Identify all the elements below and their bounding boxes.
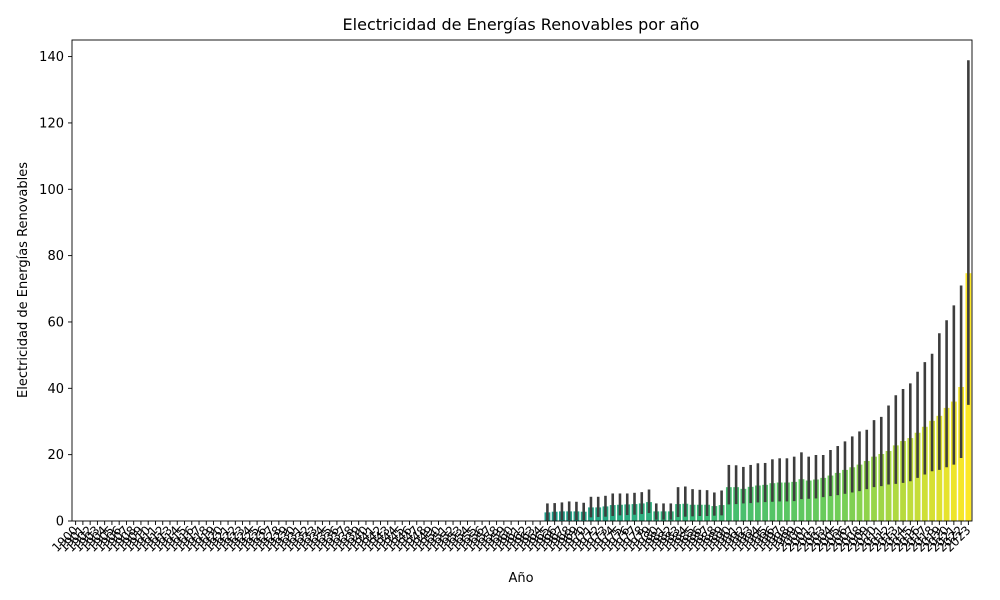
bar-2007 — [849, 467, 856, 521]
bar-2012 — [885, 451, 892, 521]
bar-2010 — [871, 456, 877, 521]
bar-1997 — [776, 482, 783, 521]
bar-2004 — [827, 475, 834, 521]
chart-title: Electricidad de Energías Renovables por … — [343, 15, 700, 34]
y-axis-label: Electricidad de Energías Renovables — [16, 162, 31, 398]
y-tick-label: 20 — [47, 448, 64, 463]
y-tick-label: 0 — [56, 515, 64, 530]
bar-2002 — [813, 479, 819, 521]
bar-2000 — [798, 479, 805, 521]
bar-2001 — [805, 480, 812, 521]
y-tick-label: 80 — [47, 249, 64, 264]
bar-1998 — [784, 482, 790, 521]
y-tick-label: 120 — [39, 116, 64, 131]
y-tick-label: 40 — [47, 382, 64, 397]
bar-2003 — [820, 477, 827, 521]
bar-2011 — [878, 453, 885, 521]
bar-2006 — [842, 469, 848, 521]
bar-1993 — [747, 486, 754, 521]
bar-1994 — [754, 485, 761, 521]
error-bars-group — [546, 60, 970, 521]
y-axis: 0 20 40 60 80 100 120 140 — [39, 50, 72, 530]
y-tick-label: 100 — [39, 183, 64, 198]
bar-2009 — [863, 460, 870, 521]
x-axis: 1900190119021903190419051906190719081909… — [49, 521, 973, 555]
y-tick-label: 140 — [39, 50, 64, 65]
bar-1992 — [740, 488, 747, 521]
bar-2008 — [856, 464, 863, 521]
x-axis-label: Año — [508, 571, 533, 586]
y-tick-label: 60 — [47, 315, 64, 330]
bar-1996 — [769, 483, 776, 521]
plot-frame — [71, 39, 973, 522]
bar-1995 — [762, 484, 769, 521]
bar-1991 — [733, 487, 740, 521]
bar-2005 — [834, 472, 841, 521]
bar-1999 — [791, 481, 798, 521]
